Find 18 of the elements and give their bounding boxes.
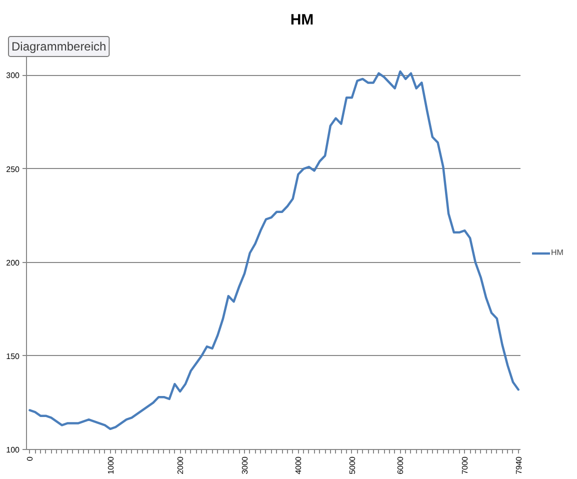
- y-tick-label: 300: [6, 71, 20, 80]
- x-tick-label: 4000: [294, 456, 304, 474]
- y-tick-label: 100: [6, 446, 20, 454]
- x-tick-label: 0: [26, 456, 35, 461]
- y-tick-label: 250: [6, 164, 20, 174]
- x-tick-label: 5000: [348, 456, 357, 474]
- x-tick-label: 1000: [106, 456, 116, 474]
- text: Diagrammbereich: [12, 40, 106, 54]
- y-tick-label: 200: [6, 258, 20, 268]
- x-tick-label: 7940: [514, 456, 524, 474]
- x-tick-label: 6000: [396, 456, 406, 474]
- x-tick-label: 2000: [176, 456, 186, 474]
- x-tick-label: 3000: [240, 456, 250, 474]
- y-tick-label: 150: [6, 352, 20, 361]
- legend-label: HM: [551, 248, 564, 258]
- chart-title: HM: [290, 12, 314, 28]
- line-series: [28, 70, 520, 430]
- x-tick-label: 7000: [460, 456, 470, 474]
